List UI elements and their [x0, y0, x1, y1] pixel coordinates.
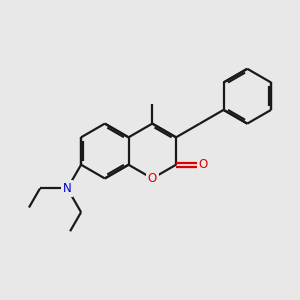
- Text: N: N: [63, 182, 72, 195]
- Text: O: O: [148, 172, 157, 185]
- Text: O: O: [199, 158, 208, 171]
